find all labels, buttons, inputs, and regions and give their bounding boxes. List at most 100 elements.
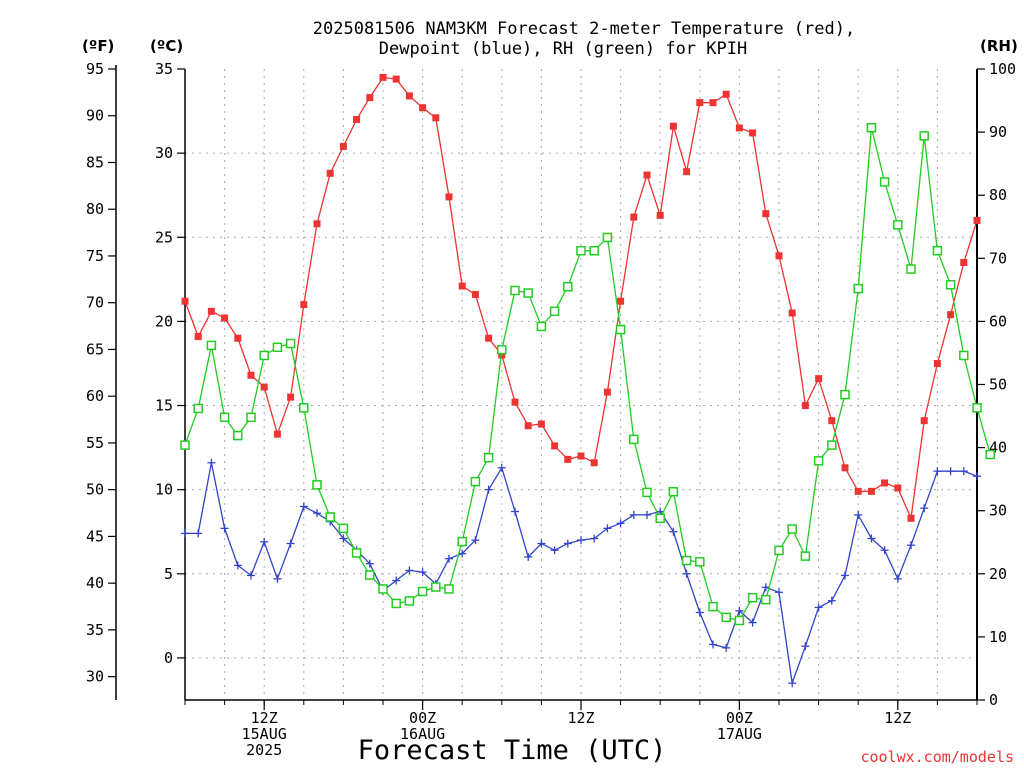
dewpoint-point <box>841 571 849 580</box>
series-temperature <box>181 73 981 522</box>
grid-lines <box>185 69 977 700</box>
temperature-point <box>551 442 559 450</box>
temperature-point <box>260 383 268 391</box>
fahrenheit-tick-label: 85 <box>86 153 104 171</box>
dewpoint-point <box>220 524 229 533</box>
dewpoint-point <box>735 606 744 615</box>
rh-unit-label: (RH) <box>980 37 1018 55</box>
temperature-point <box>749 129 757 137</box>
rh-point <box>417 586 428 597</box>
temperature-point <box>775 252 783 260</box>
celsius-tick-label: 35 <box>155 60 173 78</box>
temperature-point <box>537 420 545 428</box>
rh-point <box>206 340 217 351</box>
x-tick-label: 12Z <box>567 709 594 727</box>
dewpoint-point <box>867 534 876 543</box>
rh-point <box>959 350 969 361</box>
rh-point <box>549 306 560 317</box>
x-tick-label: 2025 <box>246 741 282 759</box>
celsius-tick-label: 20 <box>155 312 173 330</box>
temperature-point <box>973 216 981 224</box>
temperature-point <box>207 307 215 315</box>
dewpoint-point <box>181 529 189 538</box>
fahrenheit-tick-label: 30 <box>86 668 104 686</box>
temperature-point <box>894 484 902 492</box>
temperature-point <box>419 104 427 112</box>
rh-point <box>919 131 929 141</box>
fahrenheit-tick-label: 95 <box>86 60 104 78</box>
dewpoint-point <box>524 552 533 561</box>
temperature-point <box>366 94 374 102</box>
dewpoint-point <box>722 643 731 652</box>
rh-point <box>774 545 784 556</box>
temperature-point <box>405 92 413 100</box>
dewpoint-point <box>313 509 321 518</box>
temperature-point <box>947 311 955 319</box>
temperature-point <box>815 375 823 383</box>
temperature-point <box>788 309 796 317</box>
rh-point <box>246 412 256 423</box>
dewpoint-point <box>695 608 704 617</box>
rh-point <box>378 584 388 594</box>
temperature-point <box>841 464 849 472</box>
dewpoint-point <box>365 559 374 568</box>
rh-point <box>602 232 613 243</box>
rh-point <box>233 430 243 441</box>
temperature-point <box>881 479 889 487</box>
dewpoint-point <box>550 546 559 555</box>
dewpoint-point <box>973 472 981 481</box>
temperature-point <box>801 402 809 410</box>
temperature-point <box>353 115 361 123</box>
rh-point <box>219 412 230 423</box>
chart-subtitle: Dewpoint (blue), RH (green) for KPIH <box>379 39 747 59</box>
dewpoint-point <box>286 539 295 548</box>
rh-tick-label: 100 <box>989 60 1016 78</box>
temperature-point <box>287 393 295 401</box>
dewpoint-point <box>814 603 823 612</box>
chart-title: 2025081506 NAM3KM Forecast 2-meter Tempe… <box>313 19 855 39</box>
temperature-point <box>709 99 717 107</box>
x-axis-label: Forecast Time (UTC) <box>358 735 667 766</box>
dewpoint-point <box>577 536 585 545</box>
temperature-point <box>273 430 281 438</box>
rh-point <box>497 345 507 355</box>
temperature-point <box>181 297 189 305</box>
dewpoint-point <box>484 485 493 494</box>
dewpoint-point <box>827 596 836 605</box>
celsius-tick-label: 25 <box>155 228 173 246</box>
rh-point <box>272 342 283 353</box>
dewpoint-point <box>801 642 810 651</box>
fahrenheit-tick-label: 60 <box>86 387 104 405</box>
rh-point <box>629 434 639 445</box>
dewpoint-point <box>788 679 797 688</box>
temperature-point <box>339 142 347 150</box>
temperature-point <box>735 124 743 132</box>
dewpoint-point <box>563 539 572 548</box>
rh-point <box>576 245 586 256</box>
temperature-point <box>867 487 875 495</box>
rh-point <box>734 615 745 626</box>
temperature-point <box>247 371 255 379</box>
celsius-tick-label: 30 <box>155 144 173 162</box>
dewpoint-point <box>959 467 968 476</box>
x-tick-label: 15AUG <box>242 725 287 743</box>
rh-point <box>470 476 481 487</box>
x-tick-label: 12Z <box>251 709 278 727</box>
rh-point <box>615 324 626 335</box>
rh-point <box>404 596 415 606</box>
temperature-point <box>194 333 202 341</box>
rh-point <box>536 321 547 332</box>
temperature-point <box>300 301 308 309</box>
dewpoint-point <box>643 510 651 519</box>
temperature-point <box>458 282 466 290</box>
temperature-point <box>762 210 770 218</box>
rh-point <box>642 487 652 498</box>
rh-point <box>879 177 890 187</box>
temperature-point <box>511 398 519 406</box>
rh-point <box>351 548 362 558</box>
dewpoint-point <box>629 510 638 519</box>
fahrenheit-tick-label: 70 <box>86 294 104 312</box>
rh-tick-label: 80 <box>989 186 1007 204</box>
temperature-point <box>564 455 572 463</box>
